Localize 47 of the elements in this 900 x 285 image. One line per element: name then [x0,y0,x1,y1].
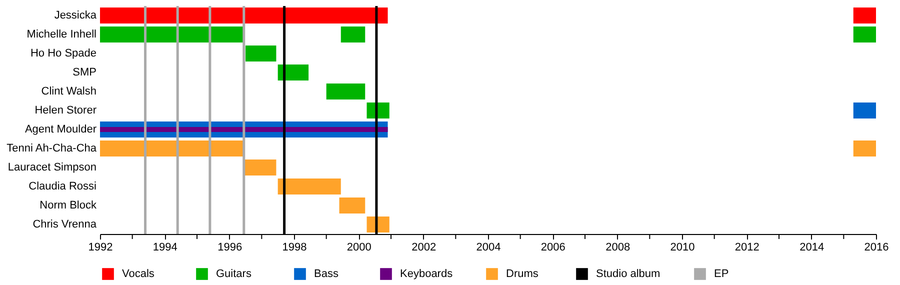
bar [339,198,366,214]
x-tick-label: 2006 [540,242,566,254]
bar [340,26,366,42]
legend-label: Keyboards [400,268,454,280]
legend-label: Drums [506,268,539,280]
bar [278,178,341,194]
x-tick-label: 2004 [476,242,501,254]
y-tick-label: Claudia Rossi [28,180,96,192]
y-tick-label: Lauracet Simpson [8,162,96,174]
bar [853,8,876,24]
x-tick-label: 1992 [88,242,113,254]
bar [278,64,309,80]
y-tick-label: SMP [72,66,96,78]
y-tick-label: Chris Vrenna [32,218,98,230]
bar [853,140,876,156]
x-tick-label: 2008 [606,242,630,254]
bar [853,26,876,42]
y-tick-label: Clint Walsh [41,86,96,98]
legend-label: Studio album [596,268,660,280]
y-tick-label: Norm Block [40,200,97,212]
x-tick-label: 1998 [282,242,307,254]
bar [246,46,276,62]
y-tick-label: Helen Storer [34,104,97,116]
x-tick-label: 2012 [734,242,760,254]
bar [100,140,244,156]
bar [100,8,388,24]
legend-label: Vocals [122,268,155,280]
x-tick-label: 2002 [412,242,436,254]
legend-label: EP [714,268,729,280]
y-tick-label: Jessicka [54,10,98,22]
x-tick-label: 2016 [864,242,889,254]
x-tick-label: 2000 [346,242,372,254]
bar [326,84,366,100]
bar [100,127,388,132]
y-tick-label: Ho Ho Spade [30,48,96,60]
bar [100,26,244,42]
bar [244,160,276,176]
legend-label: Guitars [216,268,252,280]
bar [853,102,876,118]
y-tick-label: Tenni Ah-Cha-Cha [6,142,98,154]
x-tick-label: 2014 [800,242,824,254]
legend-label: Bass [314,268,339,280]
x-tick-label: 1994 [152,242,178,254]
y-tick-label: Agent Moulder [24,124,97,136]
x-tick-label: 2010 [670,242,695,254]
x-tick-label: 1996 [218,242,242,254]
y-tick-label: Michelle Inhell [26,28,96,40]
